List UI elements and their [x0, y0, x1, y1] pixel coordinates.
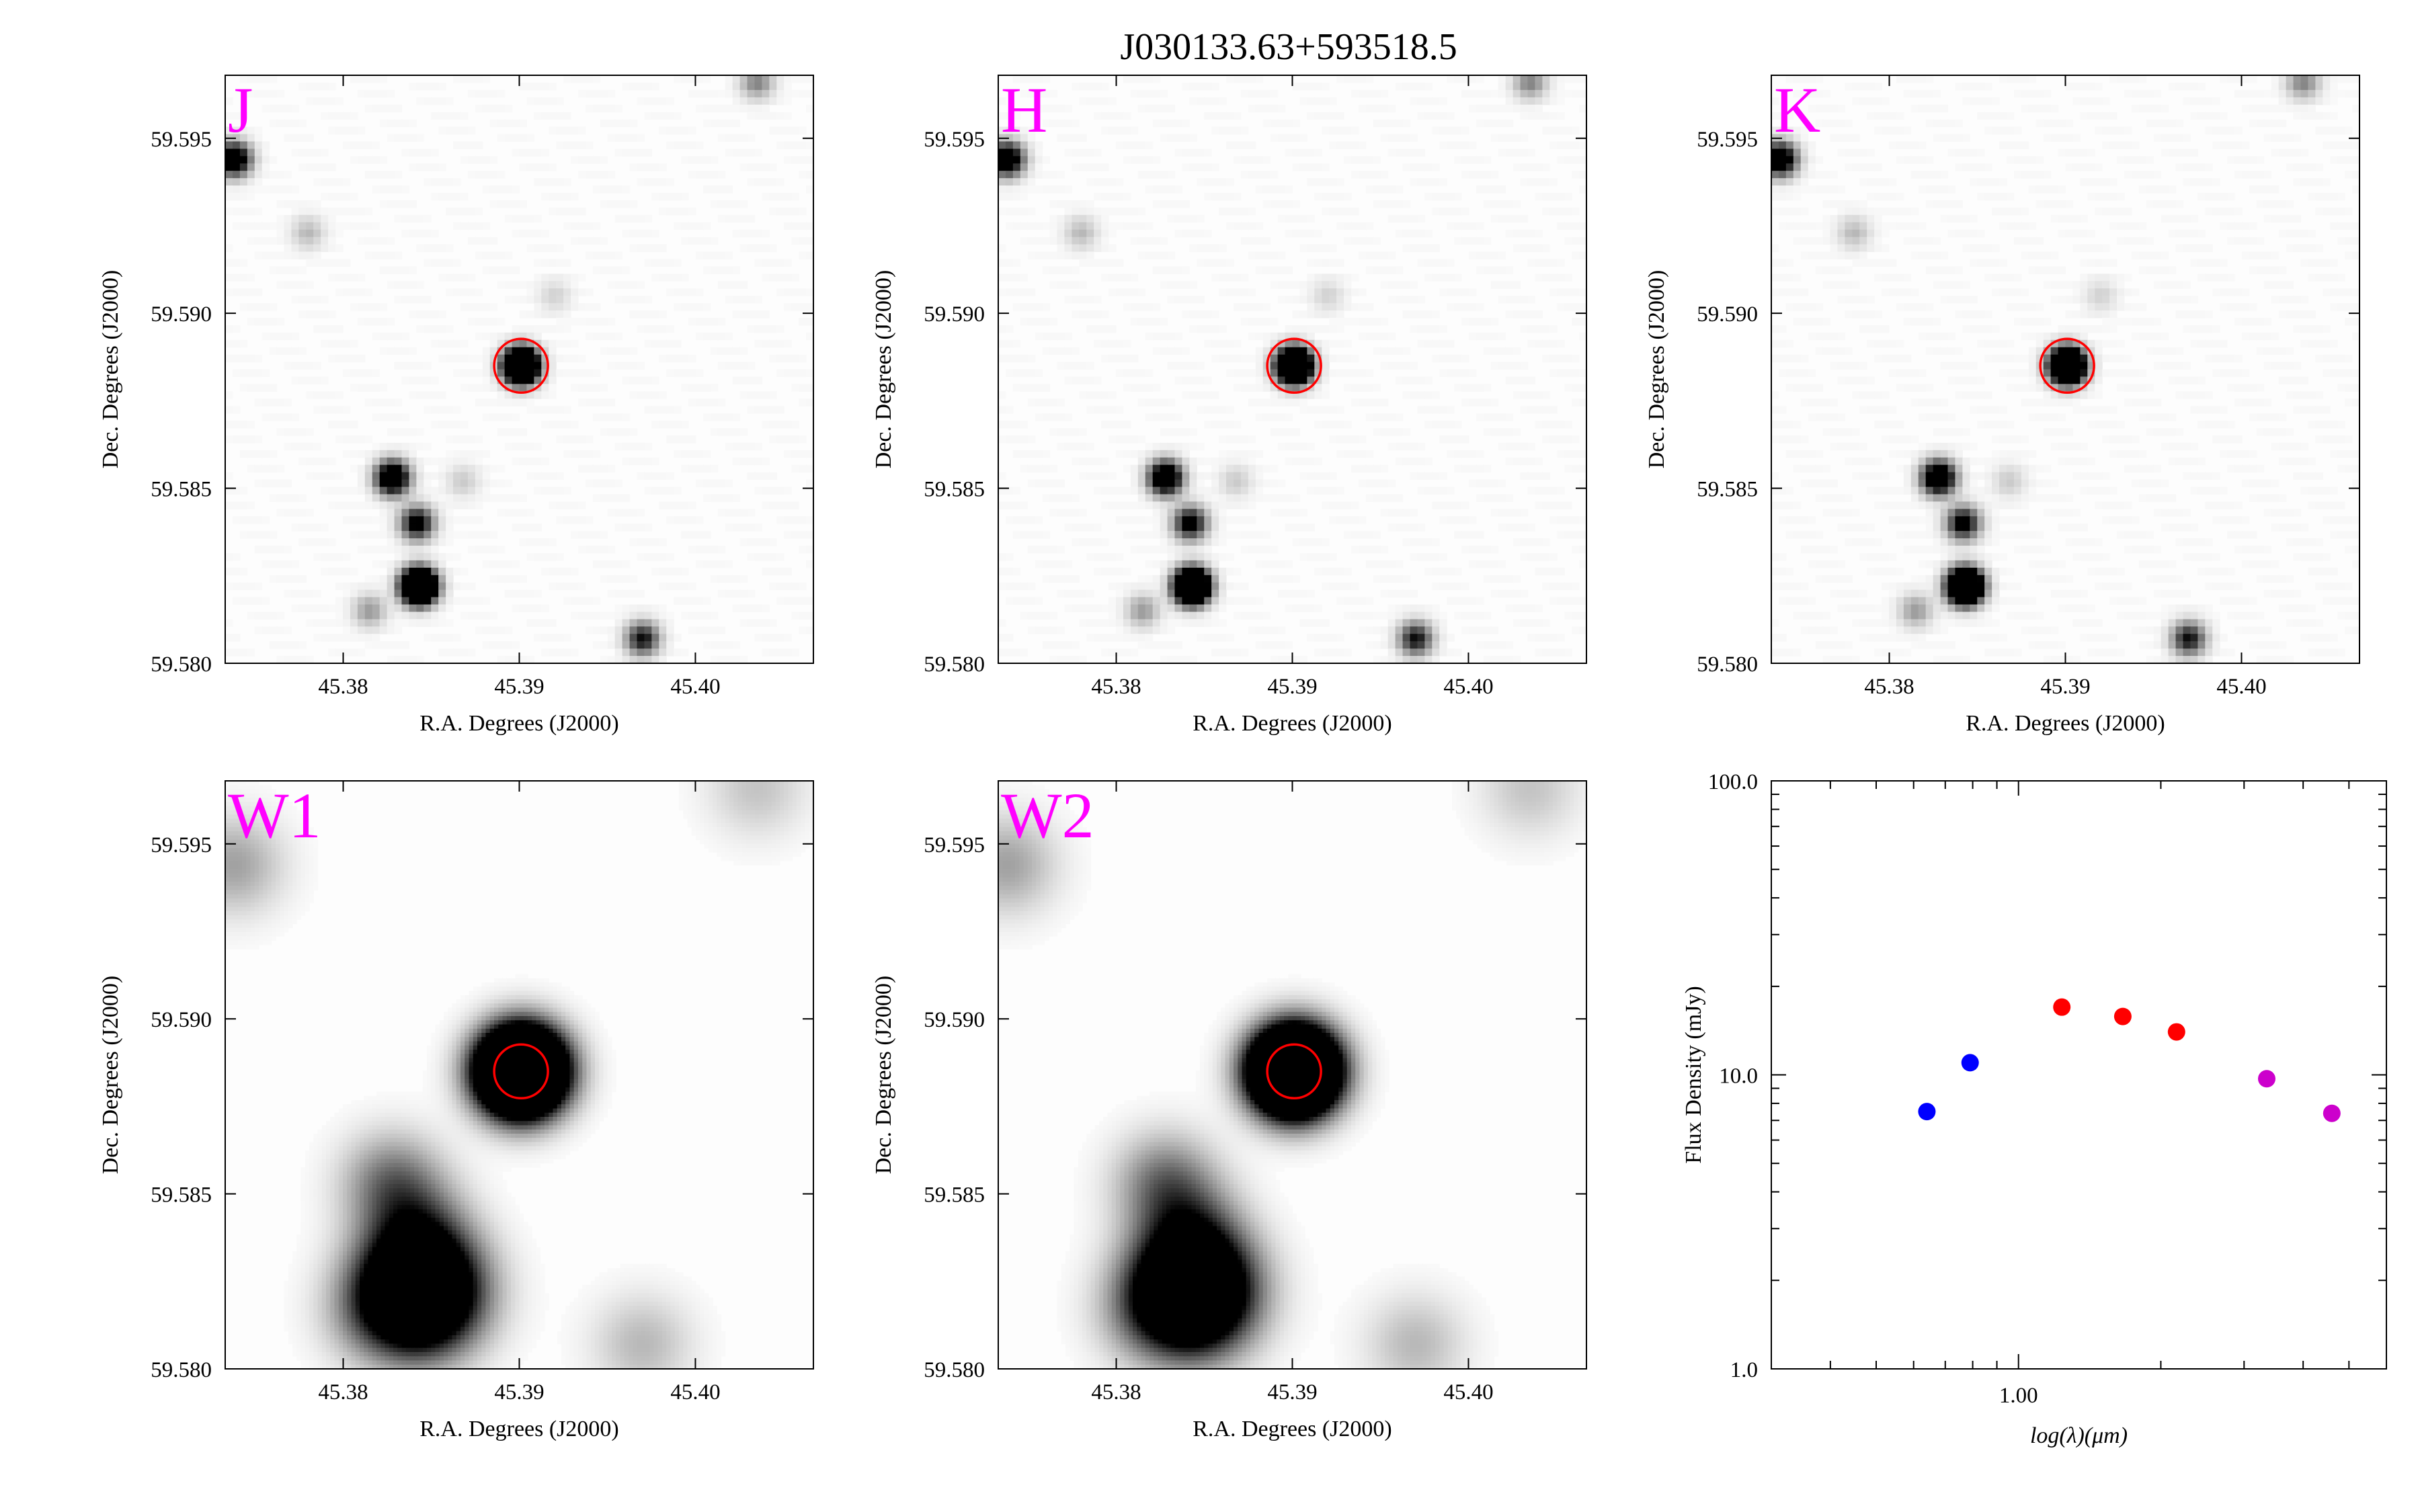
data-point: [2167, 1023, 2185, 1041]
image-pixels: [998, 781, 1586, 1369]
x-axis-label: log(λ)(μm): [2030, 1423, 2128, 1448]
y-axis-label: Dec. Degrees (J2000): [871, 270, 896, 469]
target-aperture-circle: [2039, 337, 2095, 394]
x-tick-label: 45.40: [1443, 1380, 1493, 1404]
x-tick-label: 45.39: [1267, 1380, 1317, 1404]
y-tick-label: 59.585: [924, 1183, 985, 1208]
y-tick-label: 59.590: [924, 302, 985, 327]
y-tick-label: 59.590: [924, 1008, 985, 1032]
panel-image: [998, 75, 1586, 663]
y-tick-label: 100.0: [1708, 770, 1758, 794]
x-axis-label: R.A. Degrees (J2000): [419, 711, 619, 736]
image-panel-k: K 45.38 45.39 45.40 59.580 59.585 59.590 59.595…: [1644, 74, 2360, 736]
y-tick-label: 59.585: [151, 1183, 212, 1208]
x-axis-label: R.A. Degrees (J2000): [1966, 711, 2165, 736]
x-tick-label: 45.38: [318, 675, 368, 699]
y-axis-label: Dec. Degrees (J2000): [98, 976, 123, 1175]
y-axis-label: Flux Density (mJy): [1681, 986, 1706, 1163]
y-tick-label: 59.585: [151, 478, 212, 502]
sed-frame: [1771, 780, 2387, 1370]
x-axis-label: R.A. Degrees (J2000): [1193, 711, 1392, 736]
band-label: J: [228, 74, 253, 146]
image-pixels: [998, 75, 1586, 663]
x-tick-label: 45.38: [1091, 1380, 1141, 1404]
x-tick-label: 45.40: [670, 1380, 720, 1404]
band-label: K: [1774, 74, 1820, 146]
x-axis-label: R.A. Degrees (J2000): [419, 1417, 619, 1441]
x-tick-label: 45.38: [1864, 675, 1914, 699]
image-panel-w2: W2 45.38 45.39 45.40 59.580 59.585 59.590 59.59…: [871, 780, 1587, 1441]
target-aperture-circle: [1266, 1043, 1322, 1100]
x-tick-label: 45.40: [1443, 675, 1493, 699]
panel-image: [225, 75, 813, 663]
y-tick-label: 59.580: [151, 653, 212, 677]
y-tick-label: 59.595: [924, 128, 985, 152]
x-tick-label: 45.40: [2216, 675, 2266, 699]
y-tick-label: 59.585: [924, 478, 985, 502]
image-pixels: [1771, 75, 2360, 663]
x-tick-label: 45.39: [2040, 675, 2090, 699]
y-tick-label: 59.595: [151, 833, 212, 857]
x-tick-label: 1.00: [1999, 1384, 2038, 1408]
sed-series-0: [1918, 1054, 1979, 1121]
image-pixels: [225, 75, 813, 663]
y-tick-label: 59.595: [151, 128, 212, 152]
data-point: [1918, 1103, 1936, 1121]
y-tick-label: 59.585: [1697, 478, 1758, 502]
x-tick-label: 45.38: [1091, 675, 1141, 699]
panel-image: [998, 781, 1586, 1369]
data-point: [2113, 1007, 2132, 1025]
panel-grid: J 45.38 45.39 45.40 59.580 59.585 59.590 59.595…: [98, 74, 2387, 1448]
image-pixels: [225, 781, 813, 1369]
y-tick-label: 59.590: [151, 302, 212, 327]
band-label: W1: [228, 780, 321, 851]
image-panel-j: J 45.38 45.39 45.40 59.580 59.585 59.590 59.595…: [98, 74, 814, 736]
y-tick-label: 59.595: [924, 833, 985, 857]
data-point: [1961, 1054, 1979, 1072]
band-label: W2: [1001, 780, 1094, 851]
y-axis-label: Dec. Degrees (J2000): [871, 976, 896, 1175]
x-tick-label: 45.38: [318, 1380, 368, 1404]
y-tick-label: 59.590: [1697, 302, 1758, 327]
data-point: [2257, 1070, 2275, 1088]
target-aperture-circle: [1266, 337, 1322, 394]
image-panel-h: H 45.38 45.39 45.40 59.580 59.585 59.590 59.595…: [871, 74, 1587, 736]
target-aperture-circle: [493, 337, 549, 394]
y-tick-label: 59.590: [151, 1008, 212, 1032]
y-axis-label: Dec. Degrees (J2000): [98, 270, 123, 469]
y-axis-label: Dec. Degrees (J2000): [1644, 270, 1669, 469]
x-tick-label: 45.39: [1267, 675, 1317, 699]
x-tick-label: 45.39: [494, 1380, 544, 1404]
x-axis-label: R.A. Degrees (J2000): [1193, 1417, 1392, 1441]
sed-panel: 1.0 10.0 100.0 1.00 log(λ)(μm) Flux Density (…: [1681, 770, 2387, 1448]
x-tick-label: 45.39: [494, 675, 544, 699]
panel-image: [225, 781, 813, 1369]
target-aperture-circle: [493, 1043, 549, 1100]
sed-series-1: [2053, 998, 2185, 1041]
y-tick-label: 1.0: [1730, 1358, 1758, 1382]
panel-image: [1771, 75, 2360, 663]
y-tick-label: 59.595: [1697, 128, 1758, 152]
y-tick-label: 59.580: [924, 653, 985, 677]
y-tick-label: 59.580: [924, 1358, 985, 1382]
data-point: [2323, 1104, 2341, 1122]
data-point: [2053, 998, 2071, 1016]
sed-series-2: [2257, 1070, 2341, 1122]
x-tick-label: 45.40: [670, 675, 720, 699]
y-tick-label: 10.0: [1719, 1064, 1758, 1089]
image-panel-w1: W1 45.38 45.39 45.40 59.580 59.585 59.590 59.59…: [98, 780, 814, 1441]
figure-title: J030133.63+593518.5: [1120, 26, 1457, 68]
y-tick-label: 59.580: [151, 1358, 212, 1382]
band-label: H: [1001, 74, 1047, 146]
y-tick-label: 59.580: [1697, 653, 1758, 677]
